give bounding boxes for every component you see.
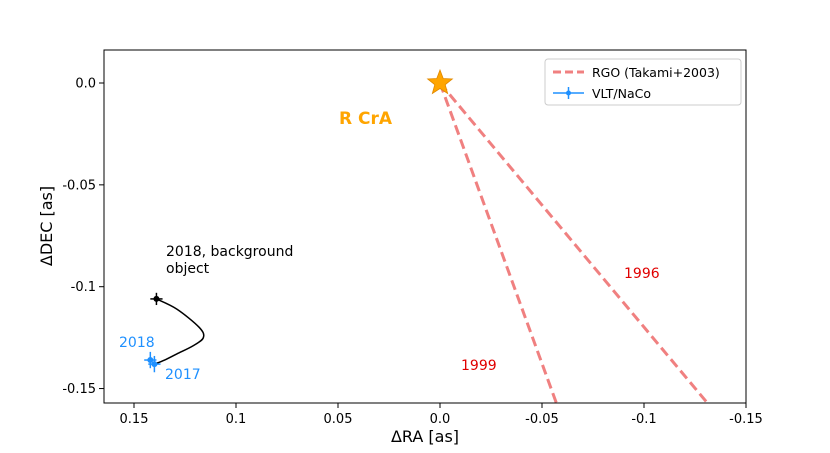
legend-rgo-label: RGO (Takami+2003) xyxy=(592,65,720,80)
legend: RGO (Takami+2003) VLT/NaCo xyxy=(544,58,742,106)
tick-layer: 0.15 0.1 0.05 0.0 -0.05 -0.1 -0.15 0.0 -0.05 -0.1… xyxy=(62,77,762,428)
rgo-label-1999: 1999 xyxy=(461,358,497,374)
star-label: R CrA xyxy=(339,109,393,129)
x-tick-label: 0.1 xyxy=(226,412,247,427)
y-tick-label: 0.0 xyxy=(75,77,96,92)
star-marker xyxy=(426,68,454,95)
y-tick-label: -0.1 xyxy=(71,280,96,295)
axes-frame xyxy=(103,49,747,404)
x-tick-label: -0.1 xyxy=(631,412,656,427)
y-tick-label: -0.15 xyxy=(62,382,96,397)
naco-point-2017-marker xyxy=(151,361,158,368)
y-tick-label: -0.05 xyxy=(62,178,96,193)
x-tick-label: 0.0 xyxy=(430,412,451,427)
rgo-label-1996: 1996 xyxy=(624,266,660,282)
legend-naco-label: VLT/NaCo xyxy=(592,86,651,101)
data-layer xyxy=(154,82,709,403)
background-label-line1: 2018, background xyxy=(166,244,293,260)
background-point-marker xyxy=(153,295,160,302)
background-track xyxy=(154,298,205,365)
naco-point-2018-marker xyxy=(147,357,154,364)
naco-label-2018: 2018 xyxy=(119,335,155,351)
naco-label-2017: 2017 xyxy=(165,367,201,383)
y-axis-label: ΔDEC [as] xyxy=(37,186,56,266)
marker-layer xyxy=(144,68,454,373)
rgo-line-1996 xyxy=(438,82,709,403)
background-label-line2: object xyxy=(166,261,210,277)
legend-box xyxy=(544,58,742,106)
legend-naco-marker xyxy=(566,90,571,96)
x-tick-label: -0.15 xyxy=(729,412,763,427)
x-tick-label: 0.05 xyxy=(324,412,353,427)
rgo-line-1999 xyxy=(438,82,558,403)
x-tick-label: -0.05 xyxy=(525,412,559,427)
x-tick-label: 0.15 xyxy=(120,412,149,427)
x-axis-label: ΔRA [as] xyxy=(391,427,459,446)
